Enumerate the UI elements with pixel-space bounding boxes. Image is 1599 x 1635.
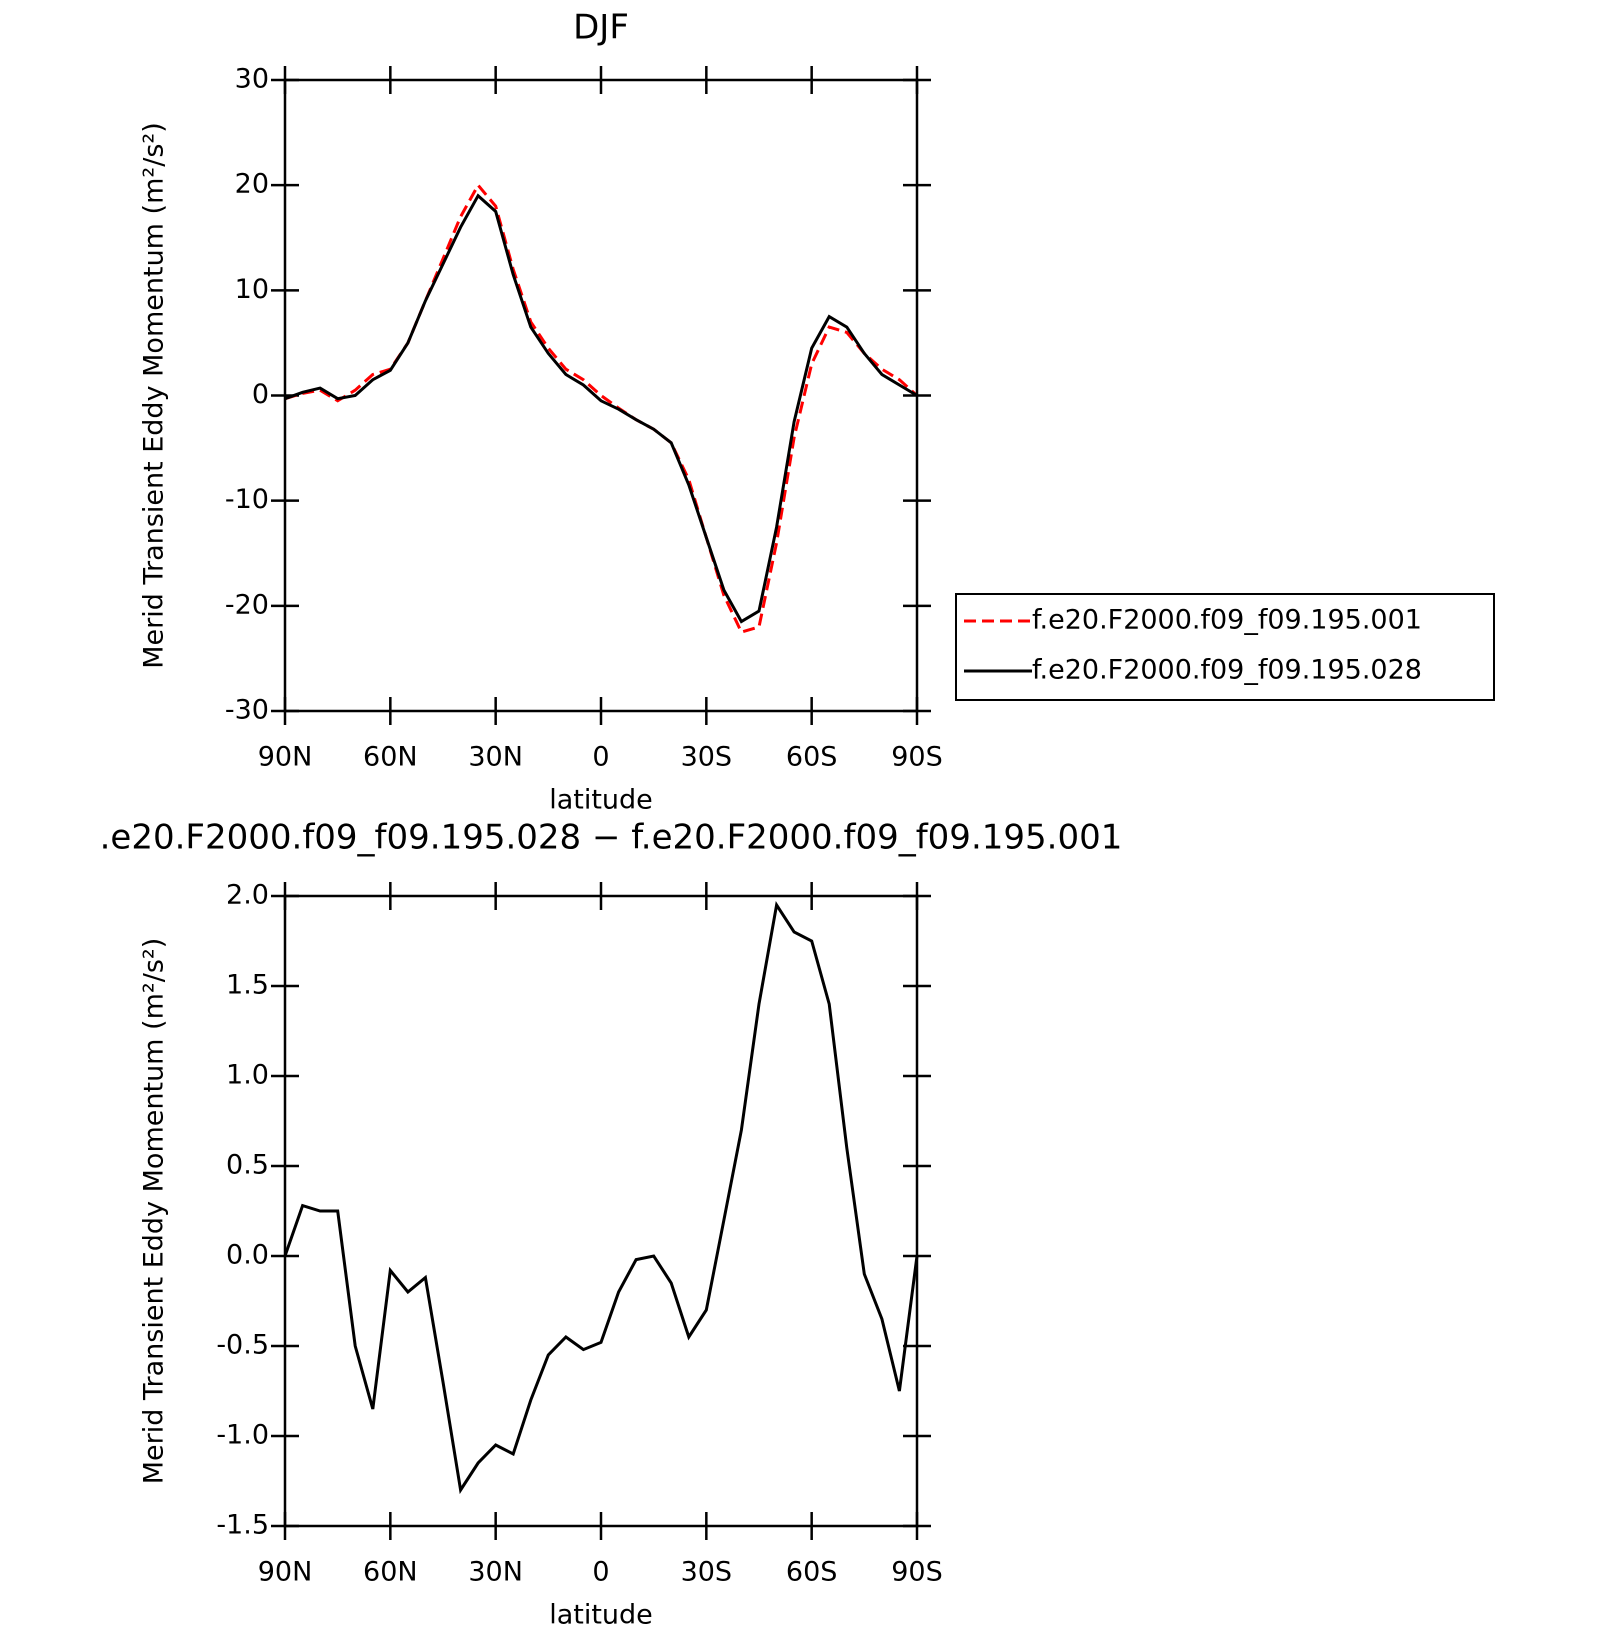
plot-frame	[283, 894, 919, 1528]
x-tick-label: 30S	[681, 742, 733, 773]
y-tick-label: 0	[252, 379, 269, 410]
y-tick-label: 20	[235, 169, 269, 200]
y-tick-label: -1.0	[216, 1420, 269, 1451]
y-tick-label: -20	[225, 589, 269, 620]
x-tick-label: 30N	[468, 1557, 523, 1588]
y-tick-label: 1.5	[226, 970, 269, 1001]
x-tick-label: 90N	[258, 1557, 313, 1588]
line-series	[284, 193, 918, 624]
x-tick-label: 0	[592, 742, 609, 773]
y-tick-label: 2.0	[226, 880, 269, 911]
y-tick-label: -1.5	[216, 1510, 269, 1541]
x-tick-label: 0	[592, 1557, 609, 1588]
y-tick-label: 0.5	[226, 1150, 269, 1181]
x-tick-label: 30N	[468, 742, 523, 773]
chart-title: DJF	[573, 8, 629, 48]
x-axis-label: latitude	[549, 785, 653, 816]
plot-frame	[283, 78, 919, 713]
y-tick-label: -10	[225, 484, 269, 515]
x-axis-label: latitude	[549, 1600, 653, 1631]
x-tick-label: 60N	[363, 742, 418, 773]
x-tick-label: 60N	[363, 1557, 418, 1588]
legend-label: f.e20.F2000.f09_f09.195.028	[1032, 655, 1422, 686]
x-tick-label: 60S	[786, 1557, 838, 1588]
chart-title: .e20.F2000.f09_f09.195.028 − f.e20.F2000…	[100, 818, 1123, 858]
y-tick-label: 30	[235, 64, 269, 95]
legend-box	[955, 593, 1495, 701]
x-tick-label: 90S	[891, 1557, 943, 1588]
y-tick-label: 10	[235, 274, 269, 305]
y-tick-label: -30	[225, 695, 269, 726]
line-series	[284, 182, 919, 634]
y-tick-label: 1.0	[226, 1060, 269, 1091]
y-axis-label: Merid Transient Eddy Momentum (m²/s²)	[139, 122, 170, 668]
x-tick-label: 60S	[786, 742, 838, 773]
legend-label: f.e20.F2000.f09_f09.195.001	[1032, 605, 1422, 636]
y-tick-label: -0.5	[216, 1330, 269, 1361]
y-tick-label: 0.0	[226, 1240, 269, 1271]
y-axis-label: Merid Transient Eddy Momentum (m²/s²)	[139, 938, 170, 1484]
x-tick-label: 90N	[258, 742, 313, 773]
x-tick-label: 30S	[681, 1557, 733, 1588]
x-tick-label: 90S	[891, 742, 943, 773]
line-series	[283, 900, 919, 1495]
